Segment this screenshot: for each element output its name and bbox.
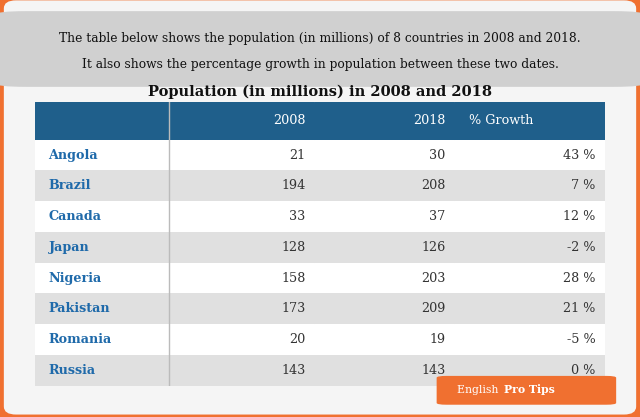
Text: 21 %: 21 % [563, 302, 596, 315]
Text: -2 %: -2 % [567, 241, 596, 254]
Text: 173: 173 [282, 302, 305, 315]
Text: 2008: 2008 [273, 114, 305, 128]
Text: 37: 37 [429, 210, 445, 223]
Text: 30: 30 [429, 148, 445, 161]
Text: 28 %: 28 % [563, 271, 596, 284]
Text: 128: 128 [282, 241, 305, 254]
Text: Angola: Angola [49, 148, 98, 161]
Text: 209: 209 [421, 302, 445, 315]
Text: 203: 203 [421, 271, 445, 284]
Text: Russia: Russia [49, 364, 96, 377]
Text: % Growth: % Growth [469, 114, 533, 128]
Text: 143: 143 [282, 364, 305, 377]
Text: 21: 21 [289, 148, 305, 161]
Text: 33: 33 [289, 210, 305, 223]
Text: 0 %: 0 % [572, 364, 596, 377]
FancyBboxPatch shape [436, 376, 616, 405]
Text: 208: 208 [421, 179, 445, 192]
Text: 143: 143 [421, 364, 445, 377]
Text: Nigeria: Nigeria [49, 271, 102, 284]
Text: Population (in millions) in 2008 and 2018: Population (in millions) in 2008 and 201… [148, 85, 492, 99]
Text: 2018: 2018 [413, 114, 445, 128]
FancyBboxPatch shape [4, 0, 636, 414]
Text: Japan: Japan [49, 241, 90, 254]
Text: The table below shows the population (in millions) of 8 countries in 2008 and 20: The table below shows the population (in… [59, 32, 581, 45]
Text: 194: 194 [282, 179, 305, 192]
Text: 12 %: 12 % [563, 210, 596, 223]
Text: Romania: Romania [49, 333, 112, 346]
Text: -5 %: -5 % [567, 333, 596, 346]
Text: Pakistan: Pakistan [49, 302, 110, 315]
Text: 19: 19 [429, 333, 445, 346]
Text: Brazil: Brazil [49, 179, 91, 192]
Text: English: English [457, 385, 502, 395]
Text: 43 %: 43 % [563, 148, 596, 161]
Text: It also shows the percentage growth in population between these two dates.: It also shows the percentage growth in p… [81, 58, 559, 70]
Text: 126: 126 [421, 241, 445, 254]
Text: 158: 158 [281, 271, 305, 284]
Text: Canada: Canada [49, 210, 102, 223]
Text: 7 %: 7 % [572, 179, 596, 192]
FancyBboxPatch shape [0, 11, 640, 87]
Text: Pro Tips: Pro Tips [504, 384, 554, 395]
Text: 20: 20 [289, 333, 305, 346]
